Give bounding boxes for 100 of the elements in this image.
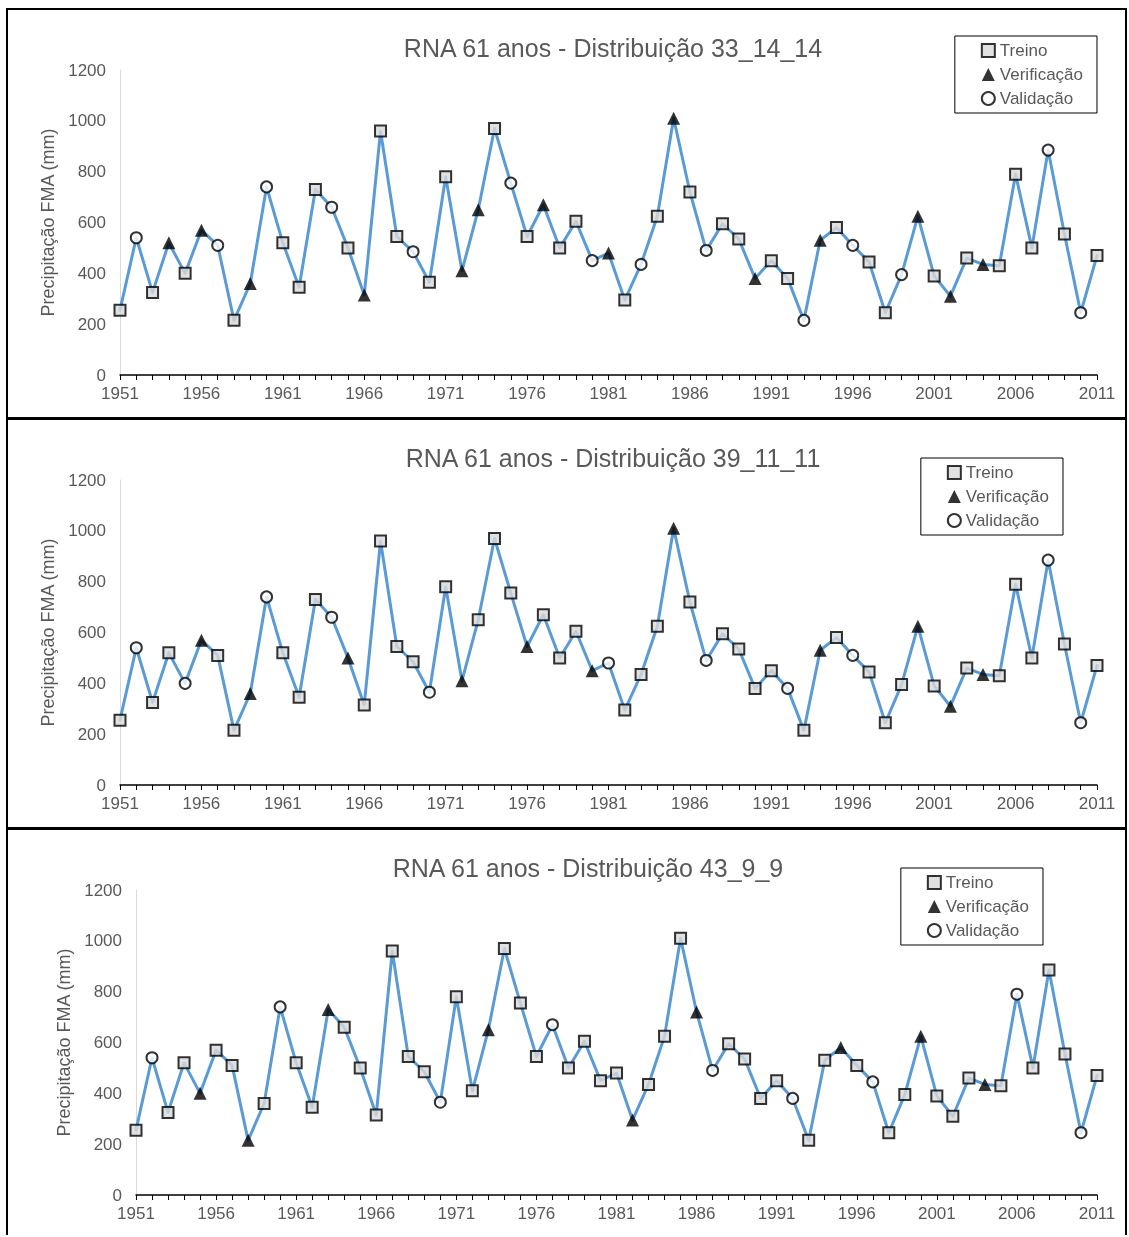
- y-axis-title: Precipitação FMA (mm): [38, 538, 59, 727]
- point: [1010, 987, 1024, 1001]
- point: [1041, 143, 1055, 157]
- point: [802, 1133, 816, 1147]
- point: [930, 1089, 944, 1103]
- point: [667, 111, 681, 125]
- point: [162, 646, 176, 660]
- point: [927, 679, 941, 693]
- point: [145, 1051, 159, 1065]
- point: [504, 586, 518, 600]
- point: [1074, 306, 1088, 320]
- point: [634, 667, 648, 681]
- point: [764, 664, 778, 678]
- x-tick-label: 2011: [1078, 384, 1116, 403]
- point: [895, 678, 909, 692]
- y-tick-label: 600: [77, 213, 106, 232]
- point: [292, 690, 306, 704]
- point: [960, 661, 974, 675]
- y-tick-label: 1000: [68, 521, 106, 541]
- point: [878, 306, 892, 320]
- point: [1090, 1069, 1104, 1083]
- point: [962, 1071, 976, 1085]
- point: [561, 1061, 575, 1075]
- point: [618, 293, 632, 307]
- point: [529, 1049, 543, 1063]
- x-tick-label: 1986: [671, 794, 709, 813]
- point: [911, 209, 925, 223]
- point: [914, 1029, 928, 1043]
- point: [433, 1095, 447, 1109]
- x-tick-label: 1996: [833, 384, 872, 403]
- point: [1025, 241, 1039, 255]
- y-tick-label: 0: [96, 365, 106, 385]
- point: [1009, 167, 1023, 181]
- y-tick-label: 1200: [68, 470, 106, 490]
- chart-title: RNA 61 anos - Distribuição 43_9_9: [392, 853, 784, 882]
- point: [341, 651, 355, 665]
- x-tick-label: 1971: [426, 794, 465, 813]
- point: [260, 180, 274, 194]
- point: [715, 217, 729, 231]
- point: [781, 681, 795, 695]
- point: [650, 209, 664, 223]
- point: [667, 521, 681, 535]
- point: [610, 1066, 623, 1080]
- x-tick-label: 1961: [263, 384, 302, 403]
- x-tick-label: 2006: [998, 1204, 1036, 1223]
- y-tick-label: 1000: [84, 931, 122, 951]
- point: [129, 641, 143, 655]
- point: [161, 1105, 175, 1119]
- y-tick-label: 600: [77, 623, 106, 642]
- point: [722, 1037, 736, 1051]
- point: [439, 580, 453, 594]
- point: [706, 1063, 720, 1077]
- point: [1074, 1126, 1088, 1140]
- point: [178, 266, 192, 280]
- point: [797, 313, 811, 327]
- x-tick-label: 1981: [589, 384, 628, 403]
- point: [943, 289, 957, 303]
- point: [337, 1020, 351, 1034]
- point: [455, 264, 469, 278]
- x-tick-label: 1991: [752, 794, 791, 813]
- point: [513, 996, 527, 1010]
- x-tick-label: 1976: [508, 384, 546, 403]
- point: [1025, 651, 1039, 665]
- point: [626, 1113, 640, 1127]
- point: [732, 232, 746, 246]
- x-tick-label: 1956: [197, 1204, 235, 1223]
- point: [193, 1086, 207, 1100]
- x-tick-label: 1991: [752, 384, 791, 403]
- point: [813, 233, 827, 247]
- x-tick-label: 1966: [345, 384, 384, 403]
- point: [406, 245, 420, 259]
- point: [243, 277, 257, 290]
- point: [273, 1000, 287, 1014]
- point: [846, 238, 860, 252]
- y-tick-label: 0: [96, 775, 106, 795]
- point: [569, 624, 583, 638]
- y-tick-label: 800: [77, 162, 106, 182]
- point: [1057, 637, 1071, 651]
- point: [260, 590, 274, 604]
- point: [585, 664, 599, 678]
- x-tick-label: 1966: [357, 1204, 396, 1223]
- point: [895, 268, 909, 282]
- point: [276, 646, 290, 660]
- point: [488, 531, 502, 545]
- legend-label: Validação: [965, 511, 1040, 530]
- point: [471, 613, 485, 627]
- point: [417, 1065, 431, 1079]
- x-tick-label: 2001: [915, 384, 954, 403]
- point: [481, 1023, 495, 1037]
- point: [618, 703, 632, 717]
- x-tick-label: 2011: [1078, 794, 1116, 813]
- point: [465, 1084, 479, 1098]
- x-tick-label: 1981: [589, 794, 628, 813]
- point: [325, 200, 339, 214]
- point: [862, 665, 876, 679]
- point: [797, 723, 811, 737]
- y-tick-label: 1000: [68, 111, 106, 131]
- y-tick-label: 200: [77, 314, 106, 334]
- point: [1090, 249, 1104, 263]
- legend-label: Verificação: [965, 487, 1050, 506]
